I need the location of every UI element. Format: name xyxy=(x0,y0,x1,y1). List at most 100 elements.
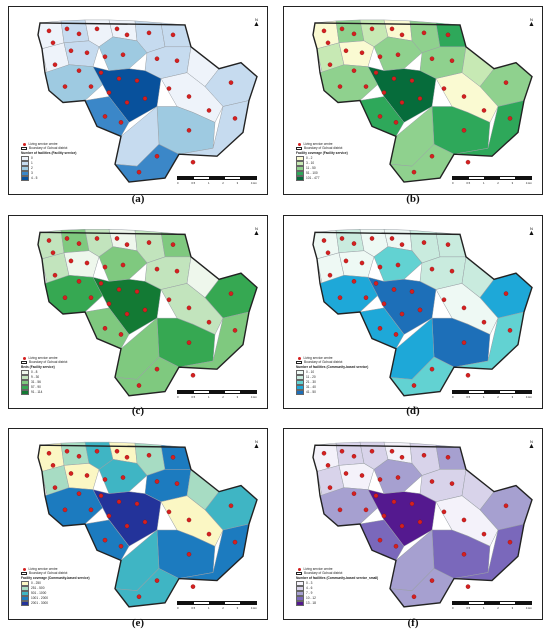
legend-class-label: 1001 - 2000 xyxy=(31,596,49,601)
service-centre-marker xyxy=(445,455,451,460)
service-centre-marker xyxy=(429,56,435,61)
service-centre-marker xyxy=(124,32,130,38)
service-centre-marker xyxy=(166,509,172,515)
service-centre-marker xyxy=(124,455,130,460)
scale-tick-label: 0.5 xyxy=(191,605,196,610)
service-centre-marker xyxy=(381,301,387,307)
service-centre-marker xyxy=(68,471,74,476)
map-region xyxy=(63,250,100,278)
service-centre-marker xyxy=(411,169,417,175)
choropleth-map xyxy=(37,441,258,608)
scale-tick-label: 0.5 xyxy=(191,180,196,185)
service-centre-marker xyxy=(206,108,212,113)
service-centre-marker xyxy=(50,250,56,256)
legend-boundary-label: Boundary of Gohuai district xyxy=(304,571,343,576)
scale-tick-label: 4 km xyxy=(250,605,257,610)
legend-class-label: 2 xyxy=(31,166,33,171)
service-centre-marker xyxy=(417,519,423,525)
legend-class: 31 - 40 xyxy=(296,384,368,390)
service-centre-marker xyxy=(98,70,104,75)
service-centre-marker xyxy=(84,473,90,478)
boundary-swatch xyxy=(296,146,302,150)
scale-tick-label: 4 km xyxy=(525,605,532,610)
map-panel-f: N ▲ Living service centre Boundary of Gohua… xyxy=(283,428,543,620)
service-centre-marker xyxy=(46,450,52,456)
service-centre-marker xyxy=(327,485,333,490)
service-centre-marker xyxy=(134,78,140,83)
map-panel-c: N ▲ Living service centre Boundary of Gohua… xyxy=(8,215,268,409)
service-centre-marker xyxy=(327,62,333,67)
legend-swatch xyxy=(296,170,304,176)
service-centre-marker xyxy=(461,517,467,523)
service-centre-marker xyxy=(186,340,192,345)
scale-tick-label: 0 xyxy=(452,180,454,185)
scale-tick-label: 1 xyxy=(482,394,485,399)
map-region xyxy=(435,22,467,48)
map-panel-a: N ▲ Living service centre Boundary of Gohua… xyxy=(8,6,268,195)
legend-class-label: 31 - 40 xyxy=(306,385,316,390)
legend-title: Facility coverage (Facility service) xyxy=(296,151,348,155)
district-boundary xyxy=(37,231,258,397)
legend-title: Number of facilities (Community-based se… xyxy=(296,576,379,580)
service-centre-marker xyxy=(351,491,357,496)
service-centre-marker xyxy=(68,48,74,54)
service-centre-marker xyxy=(142,519,148,525)
service-centre-marker xyxy=(98,281,104,286)
centre-dot-icon xyxy=(22,356,26,360)
boundary-swatch xyxy=(21,360,27,364)
legend-swatch xyxy=(21,369,29,375)
legend-class: 9 - 30 xyxy=(21,374,67,380)
service-centre-marker xyxy=(399,242,405,247)
north-label: N xyxy=(530,17,533,22)
scale-tick-label: 2 xyxy=(222,394,224,399)
service-centre-marker xyxy=(50,40,56,46)
service-centre-marker xyxy=(186,552,192,557)
legend-swatch xyxy=(21,170,29,176)
legend-class: 2001 - 3000 xyxy=(21,600,90,606)
service-centre-marker xyxy=(461,94,467,99)
legend-swatch xyxy=(296,590,304,596)
service-centre-marker xyxy=(481,531,487,537)
service-centre-marker xyxy=(377,326,383,331)
service-centre-marker xyxy=(441,297,447,303)
scale-tick-label: 1 xyxy=(482,180,485,185)
legend-class-label: 0 - 10 xyxy=(306,370,315,375)
service-centre-marker xyxy=(481,108,487,113)
map-legend: Living service centre Boundary of Gohuai … xyxy=(296,142,348,181)
legend-boundary-label: Boundary of Gohuai district xyxy=(29,146,68,151)
legend-boundary-label: Boundary of Gohuai district xyxy=(304,360,343,365)
service-centre-marker xyxy=(106,513,112,519)
service-centre-marker xyxy=(232,328,238,333)
district-boundary xyxy=(37,22,258,183)
service-centre-marker xyxy=(399,100,405,105)
service-centre-marker xyxy=(409,501,415,507)
scale-tick-label: 4 km xyxy=(250,180,257,185)
scale-bar: 0 0.5 1 2 3 4 km xyxy=(177,176,257,185)
service-centre-marker xyxy=(154,578,160,583)
service-centre-marker xyxy=(142,307,148,313)
service-centre-marker xyxy=(411,383,417,388)
service-centre-marker xyxy=(98,493,104,498)
map-region xyxy=(63,40,100,67)
north-label: N xyxy=(255,17,258,22)
centre-dot-icon xyxy=(297,142,301,146)
service-centre-marker xyxy=(445,242,451,247)
service-centre-marker xyxy=(154,153,160,159)
legend-boundary: Boundary of Gohuai district xyxy=(21,360,67,364)
map-region xyxy=(338,250,375,278)
legend-swatch xyxy=(296,389,304,395)
service-centre-marker xyxy=(507,116,513,121)
legend-centre-label: Living service centre xyxy=(28,356,58,360)
legend-swatch xyxy=(21,155,29,161)
map-region xyxy=(160,22,192,48)
service-centre-marker xyxy=(337,84,343,89)
scale-tick-label: 3 xyxy=(236,394,239,399)
legend-centre-label: Living service centre xyxy=(303,142,333,146)
legend-swatch xyxy=(21,389,29,395)
legend-swatch xyxy=(296,595,304,601)
service-centre-marker xyxy=(363,84,369,89)
service-centre-marker xyxy=(421,452,427,458)
service-centre-marker xyxy=(429,479,435,484)
north-arrow-icon: N ▲ xyxy=(253,439,260,450)
legend-swatch xyxy=(296,160,304,166)
